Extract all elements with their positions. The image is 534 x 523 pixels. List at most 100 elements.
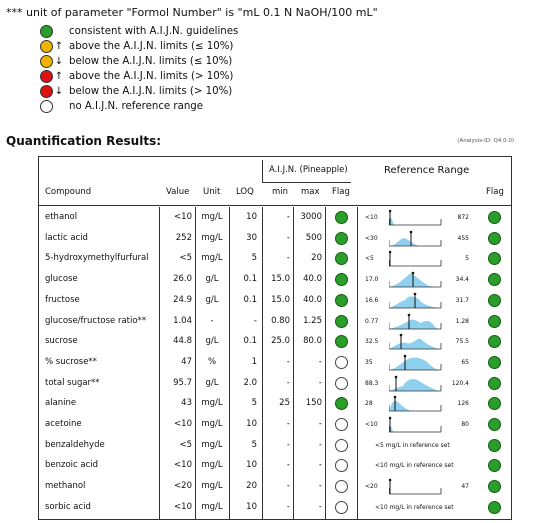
loq-cell: 10 (246, 501, 257, 512)
column-divider (262, 207, 263, 519)
loq-cell: - (253, 315, 257, 326)
loq-cell: 0.1 (243, 274, 257, 285)
min-cell: 25 (279, 398, 290, 409)
green-circle-icon (335, 231, 348, 245)
min-cell: - (286, 460, 290, 471)
value-cell: 95.7 (173, 377, 192, 388)
table-row: glucose 26.0 g/L 0.1 15.0 40.0 17.0 34.4 (39, 269, 511, 290)
min-cell: - (286, 356, 290, 367)
value-cell: 24.9 (173, 294, 192, 305)
table-row: sucrose 44.8 g/L 0.1 25.0 80.0 32.5 75.5 (39, 331, 511, 352)
reference-min: 32.5 (365, 338, 379, 346)
max-cell: 40.0 (303, 294, 322, 305)
max-cell: 80.0 (303, 336, 322, 347)
loq-cell: 0.1 (243, 336, 257, 347)
yellow-circle-down-icon (40, 55, 53, 68)
max-cell: - (318, 460, 322, 471)
reference-distribution-plot (389, 375, 442, 391)
reference-min: <20 (365, 483, 378, 491)
unit-cell: mg/L (201, 253, 223, 264)
max-cell: - (318, 501, 322, 512)
green-circle-icon (488, 273, 501, 287)
green-circle-icon (488, 211, 501, 224)
white-circle-icon (335, 459, 348, 473)
green-circle-icon (335, 335, 348, 349)
reference-max: 47 (461, 483, 469, 491)
reference-min: 88.3 (365, 379, 379, 387)
reference-max: 5 (465, 255, 469, 263)
table-row: acetoine <10 mg/L 10 - - <10 80 (39, 414, 511, 435)
reference-max: 80 (461, 421, 469, 428)
results-table: A.I.J.N. (Pineapple) Reference Range Com… (38, 156, 512, 520)
max-cell: 1.25 (303, 315, 322, 326)
max-cell: - (318, 377, 322, 388)
reference-max: 126 (457, 400, 469, 408)
min-cell: 25.0 (271, 336, 290, 347)
value-cell: <20 (174, 481, 192, 492)
compound-cell: ethanol (45, 212, 78, 222)
table-row: benzaldehyde <5 mg/L 5 - - <5 mg/L in referenc… (39, 435, 511, 456)
reference-max: 872 (457, 214, 469, 221)
green-circle-icon (488, 314, 501, 328)
green-circle-icon (488, 355, 501, 369)
unit-cell: g/L (205, 377, 219, 388)
legend-text: below the A.I.J.N. limits (≤ 10%) (69, 56, 233, 67)
table-row: 5-hydroxymethylfurfural <5 mg/L 5 - 20 <5 5 (39, 248, 511, 269)
legend-item: consistent with A.I.J.N. guidelines (40, 24, 238, 39)
max-cell: 20 (311, 253, 322, 264)
loq-cell: 20 (246, 481, 257, 492)
section-title: Quantification Results: (6, 134, 162, 148)
green-circle-icon (488, 397, 501, 411)
green-circle-icon (488, 231, 501, 245)
reference-note: <10 mg/L in reference set (375, 462, 454, 470)
reference-distribution-plot (389, 313, 442, 329)
legend-item: no A.I.J.N. reference range (40, 99, 238, 114)
max-cell: - (318, 356, 322, 367)
table-row: benzoic acid <10 mg/L 10 - - <10 mg/L in refer… (39, 455, 511, 476)
compound-cell: lactic acid (45, 232, 88, 243)
compound-cell: alanine (45, 398, 77, 409)
compound-cell: sorbic acid (45, 501, 91, 512)
white-circle-icon (335, 480, 348, 494)
compound-cell: glucose (45, 274, 78, 285)
green-circle-icon (488, 335, 501, 349)
legend-arrow: ↓ (54, 56, 64, 67)
min-cell: 15.0 (271, 274, 290, 285)
min-cell: - (286, 253, 290, 264)
white-circle-icon (335, 418, 348, 431)
reference-min: <5 (365, 255, 374, 263)
max-cell: 40.0 (303, 274, 322, 285)
loq-cell: 5 (251, 439, 257, 450)
green-circle-icon (335, 211, 348, 224)
loq-cell: 2.0 (243, 377, 257, 388)
legend-text: consistent with A.I.J.N. guidelines (69, 26, 239, 37)
min-cell: - (286, 377, 290, 388)
loq-cell: 0.1 (243, 294, 257, 305)
max-cell: - (318, 481, 322, 492)
reference-distribution-plot (389, 292, 442, 309)
table-row: lactic acid 252 mg/L 30 - 500 <30 455 (39, 228, 511, 249)
reference-distribution-plot (389, 478, 442, 495)
value-cell: <10 (174, 460, 192, 471)
min-header: min (272, 187, 289, 197)
unit-cell: mg/L (201, 398, 223, 409)
column-divider (357, 207, 358, 519)
reference-min: 0.77 (365, 317, 379, 325)
min-cell: 0.80 (271, 315, 290, 326)
reference-max: 31.7 (455, 296, 469, 304)
reference-min: <10 (365, 421, 378, 428)
table-row: fructose 24.9 g/L 0.1 15.0 40.0 16.6 31.7 (39, 290, 511, 311)
value-cell: 44.8 (173, 336, 192, 347)
table-row: methanol <20 mg/L 20 - - <20 47 (39, 476, 511, 497)
white-circle-icon (335, 376, 348, 390)
value-cell: 47 (181, 356, 192, 367)
table-row: glucose/fructose ratio** 1.04 - - 0.80 1.25 0.… (39, 311, 511, 332)
reference-max: 75.5 (455, 338, 469, 346)
unit-cell: mg/L (201, 460, 223, 471)
white-circle-icon (40, 100, 53, 113)
loq-header: LOQ (236, 187, 254, 197)
unit-cell: % (207, 356, 217, 367)
value-cell: <5 (179, 439, 192, 450)
min-cell: 15.0 (271, 294, 290, 305)
column-divider (293, 207, 294, 519)
